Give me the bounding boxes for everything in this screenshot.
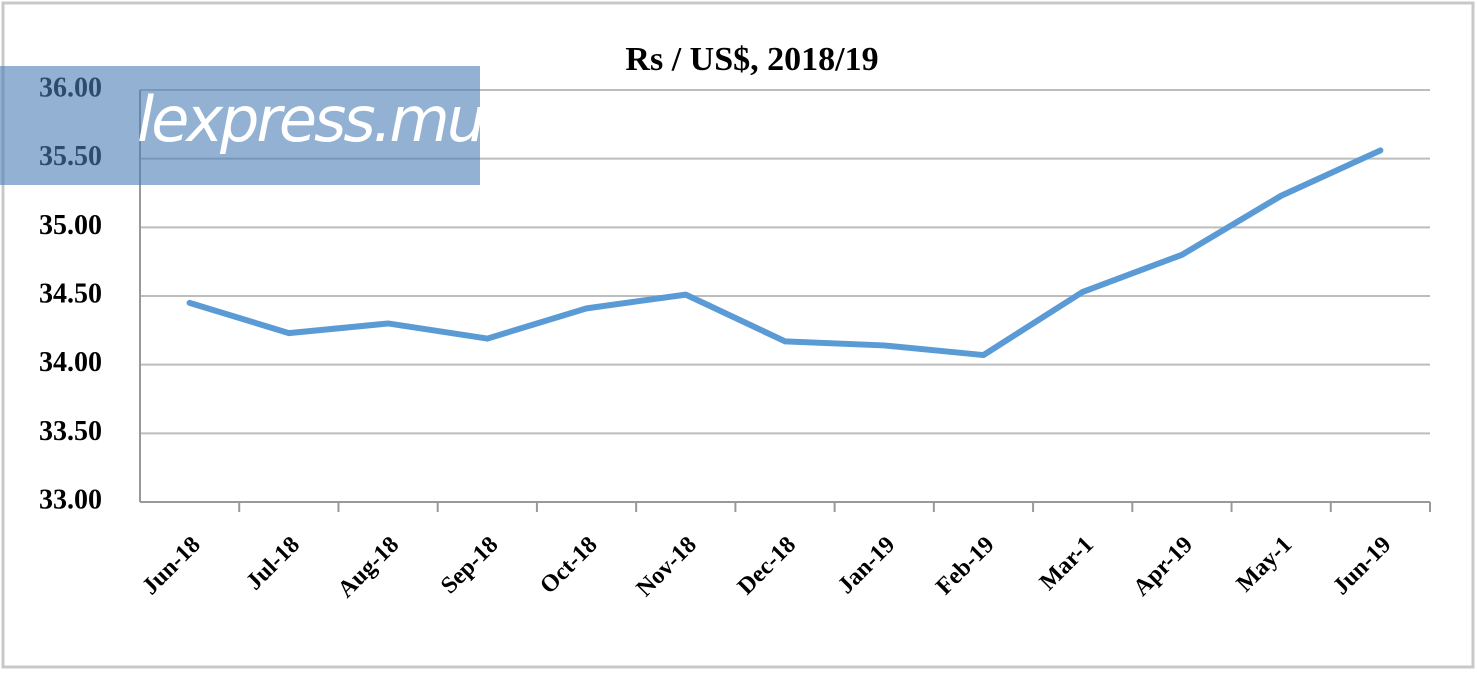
line (186, 147, 1384, 359)
watermark-box (0, 66, 480, 185)
chart-title: Rs / US$, 2018/19 (625, 41, 878, 78)
y-tick-label: 33.00 (39, 484, 102, 515)
watermark: lexpress.mu (137, 83, 484, 156)
y-tick-label: 33.50 (39, 416, 102, 447)
y-tick-label: 35.00 (39, 210, 102, 241)
y-tick-label: 34.50 (39, 278, 102, 309)
y-tick-label: 34.00 (39, 347, 102, 378)
